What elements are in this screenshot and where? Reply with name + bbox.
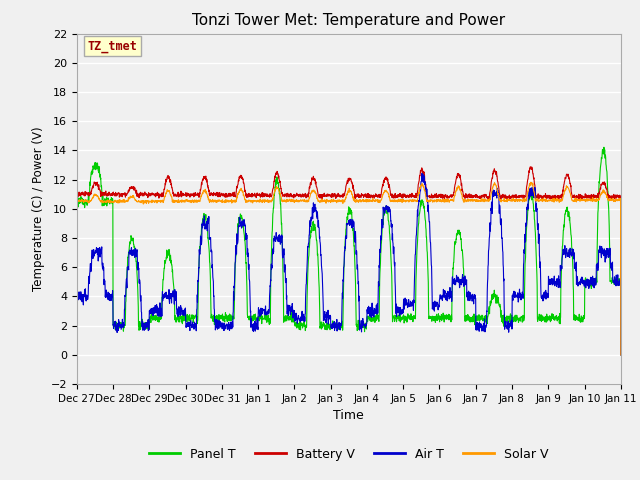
Panel T	[569, 262, 577, 267]
Panel T	[376, 266, 384, 272]
Solar V	[225, 199, 232, 205]
Solar V	[376, 198, 384, 204]
Air T	[617, 352, 625, 358]
Air T	[569, 250, 577, 256]
Solar V	[617, 352, 625, 358]
Battery V	[376, 192, 384, 198]
Battery V	[225, 192, 232, 198]
Air T	[584, 283, 592, 289]
Panel T	[225, 315, 232, 321]
Air T	[225, 320, 232, 326]
Panel T	[73, 201, 81, 207]
Air T	[376, 247, 384, 252]
Battery V	[527, 164, 534, 170]
Line: Solar V: Solar V	[77, 182, 621, 355]
Air T	[73, 292, 81, 298]
Panel T	[507, 318, 515, 324]
Air T	[365, 308, 372, 314]
Air T	[507, 323, 515, 328]
Solar V	[507, 197, 515, 203]
Battery V	[365, 195, 372, 201]
Solar V	[73, 199, 81, 204]
Battery V	[584, 195, 592, 201]
Text: TZ_tmet: TZ_tmet	[88, 40, 138, 53]
Battery V	[569, 193, 577, 199]
Solar V	[584, 197, 592, 203]
X-axis label: Time: Time	[333, 409, 364, 422]
Panel T	[600, 144, 608, 150]
Solar V	[365, 198, 372, 204]
Battery V	[73, 194, 81, 200]
Solar V	[569, 198, 577, 204]
Panel T	[617, 352, 625, 358]
Battery V	[507, 194, 515, 200]
Line: Air T: Air T	[77, 173, 621, 355]
Line: Panel T: Panel T	[77, 147, 621, 355]
Solar V	[527, 180, 534, 185]
Y-axis label: Temperature (C) / Power (V): Temperature (C) / Power (V)	[32, 127, 45, 291]
Line: Battery V: Battery V	[77, 167, 621, 355]
Air T	[418, 170, 426, 176]
Panel T	[584, 278, 591, 284]
Legend: Panel T, Battery V, Air T, Solar V: Panel T, Battery V, Air T, Solar V	[144, 443, 554, 466]
Title: Tonzi Tower Met: Temperature and Power: Tonzi Tower Met: Temperature and Power	[192, 13, 506, 28]
Panel T	[365, 314, 372, 320]
Battery V	[617, 352, 625, 358]
